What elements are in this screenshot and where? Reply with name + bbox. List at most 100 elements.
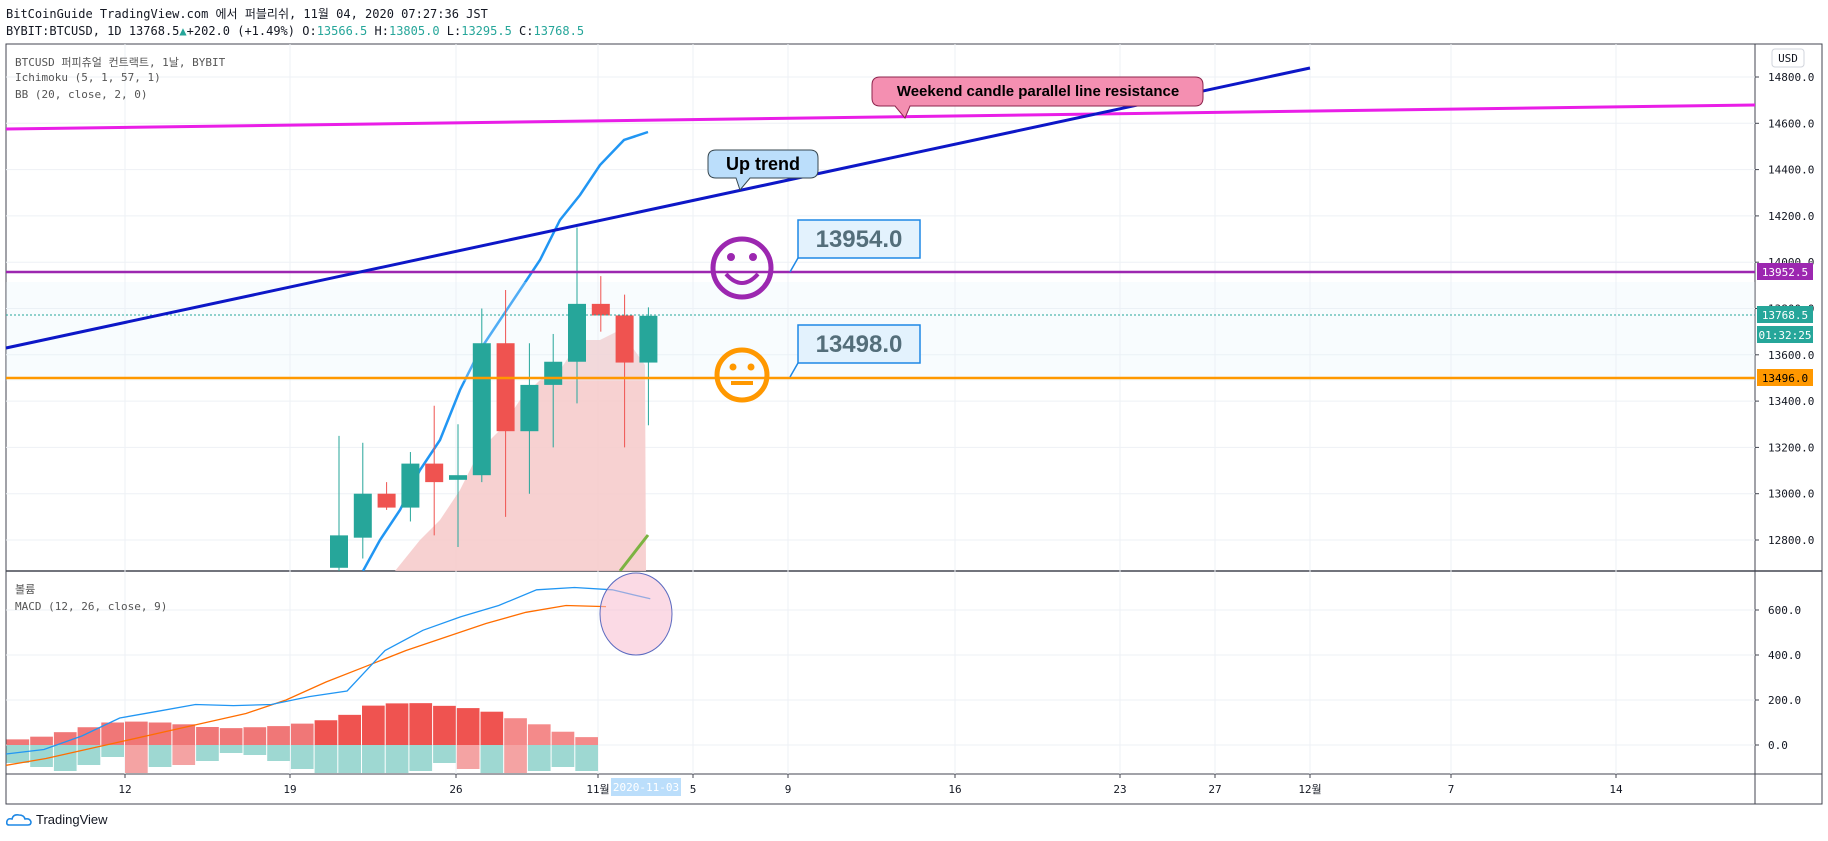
macd-negative-bar	[6, 745, 30, 763]
weekend-parallel-line[interactable]	[5, 103, 1756, 131]
smiley-icon[interactable]	[710, 236, 774, 300]
macd-histogram-bar	[30, 736, 53, 745]
candle-body	[330, 535, 348, 568]
macd-histogram-bar	[456, 708, 480, 745]
macd-negative-bar	[527, 745, 551, 771]
macd-negative-bar	[77, 745, 101, 765]
time-tick-label: 11월	[586, 783, 609, 796]
macd-negative-bar	[456, 745, 480, 769]
macd-histogram-bar	[53, 732, 77, 745]
currency-button-label: USD	[1778, 52, 1798, 65]
high-value: 13805.0	[388, 24, 440, 38]
macd-histogram-bar	[172, 724, 196, 745]
macd-negative-bar	[433, 745, 456, 763]
macd-histogram-bar	[101, 722, 124, 745]
macd-negative-bar	[504, 745, 527, 773]
macd-histogram-bar	[6, 739, 30, 745]
macd-negative-bar	[243, 745, 267, 755]
macd-negative-bar	[385, 745, 409, 773]
badge-orange: 13496.0	[1757, 369, 1813, 386]
legend-symbol[interactable]: BTCUSD 퍼피츄얼 컨트랙트, 1날, BYBIT	[15, 56, 226, 69]
macd-negative-bar	[53, 745, 77, 771]
candle-body	[520, 384, 539, 432]
candle-body	[449, 475, 467, 480]
macd-histogram-bar	[527, 724, 551, 745]
close-label: C:	[519, 24, 534, 38]
time-tick-label: 26	[449, 783, 462, 796]
price-tick-label: 13000.0	[1768, 488, 1814, 501]
macd-negative-bar	[551, 745, 575, 767]
legend-bb[interactable]: BB (20, close, 2, 0)	[15, 88, 148, 101]
neutral-face-icon[interactable]	[714, 347, 770, 403]
badge-last-price-text: 13768.5	[1762, 309, 1808, 322]
candle-body	[496, 343, 515, 432]
tradingview-logo[interactable]: TradingView	[6, 812, 108, 827]
macd-negative-bar	[196, 745, 219, 761]
badge-countdown: 01:32:25	[1757, 326, 1813, 343]
high-label: H:	[374, 24, 389, 38]
macd-histogram-bar	[480, 711, 504, 745]
tradingview-wordmark: TradingView	[36, 812, 108, 827]
macd-tick-label: 200.0	[1768, 694, 1801, 707]
macd-histogram-bar	[338, 714, 361, 745]
uptrend-callout[interactable]: Up trend	[707, 149, 819, 192]
date-badge-text: 2020-11-03	[613, 781, 679, 794]
change-arrow-icon: ▲	[179, 24, 187, 38]
time-tick-label: 16	[948, 783, 961, 796]
price-tick-label: 12800.0	[1768, 534, 1814, 547]
legend-macd[interactable]: MACD (12, 26, close, 9)	[15, 600, 168, 613]
macd-histogram-bar	[575, 737, 598, 745]
time-tick-label: 19	[283, 783, 296, 796]
candle-body	[401, 463, 420, 508]
macd-negative-bar	[101, 745, 124, 757]
low-value: 13295.5	[461, 24, 512, 38]
candle-body	[425, 463, 444, 483]
badge-purple-text: 13952.5	[1762, 266, 1808, 279]
candle-body	[639, 315, 658, 363]
price-tick-label: 13200.0	[1768, 441, 1814, 454]
macd-histogram-bar	[290, 723, 314, 745]
macd-histogram-bar	[267, 726, 290, 745]
candle-body	[615, 315, 634, 363]
macd-histogram-bar	[243, 727, 267, 745]
price-label-upper[interactable]: 13954.0	[789, 219, 921, 273]
macd-negative-bar	[267, 745, 290, 761]
price-axis[interactable]: 14800.014600.014400.014200.014000.013800…	[1755, 71, 1814, 547]
macd-histogram-bar	[409, 703, 433, 745]
time-tick-label: 23	[1113, 783, 1126, 796]
macd-negative-bar	[480, 745, 504, 773]
macd-histogram-bar	[433, 705, 456, 745]
macd-histogram-bar	[385, 703, 409, 745]
candle-body	[568, 303, 586, 362]
macd-line	[6, 586, 651, 755]
macd-negative-bar	[172, 745, 196, 765]
macd-signal-line	[6, 604, 607, 766]
macd-negative-bar	[409, 745, 433, 771]
close-value: 13768.5	[533, 24, 585, 38]
macd-negative-bar	[125, 745, 148, 773]
macd-negative-bar	[30, 745, 53, 767]
macd-negative-bar	[575, 745, 598, 771]
time-tick-label: 27	[1208, 783, 1221, 796]
macd-histogram-bar	[504, 718, 527, 745]
price-label-lower[interactable]: 13498.0	[789, 324, 921, 378]
highlight-ellipse[interactable]	[599, 572, 673, 656]
legend-volume[interactable]: 볼륨	[15, 583, 36, 596]
uptrend-callout-text: Up trend	[726, 154, 800, 174]
macd-axis[interactable]: 600.0 400.0 200.0 0.0	[1755, 604, 1801, 752]
currency-button[interactable]: USD	[1771, 48, 1805, 68]
candles-layer	[330, 227, 658, 571]
resistance-callout[interactable]: Weekend candle parallel line resistance	[871, 76, 1204, 119]
time-axis[interactable]: 12 19 26 11월 5 9 16 23 27 12월 7 14	[118, 774, 1623, 796]
time-tick-label: 12월	[1298, 783, 1321, 796]
legend-ichimoku[interactable]: Ichimoku (5, 1, 57, 1)	[15, 71, 161, 84]
price-tick-label: 14200.0	[1768, 210, 1814, 223]
uptrend-line[interactable]	[5, 66, 1311, 350]
macd-tick-label: 600.0	[1768, 604, 1801, 617]
candle-body	[591, 303, 610, 316]
candle-body	[353, 493, 372, 538]
price-label-lower-text: 13498.0	[816, 331, 903, 358]
tradingview-cloud-icon	[6, 813, 32, 826]
badge-purple: 13952.5	[1757, 263, 1813, 280]
